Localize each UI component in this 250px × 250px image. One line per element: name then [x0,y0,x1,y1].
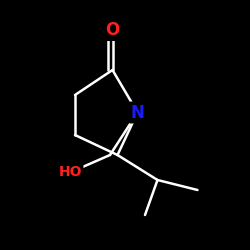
Text: O: O [106,21,120,39]
Text: HO: HO [58,166,82,179]
Text: N: N [130,104,144,122]
